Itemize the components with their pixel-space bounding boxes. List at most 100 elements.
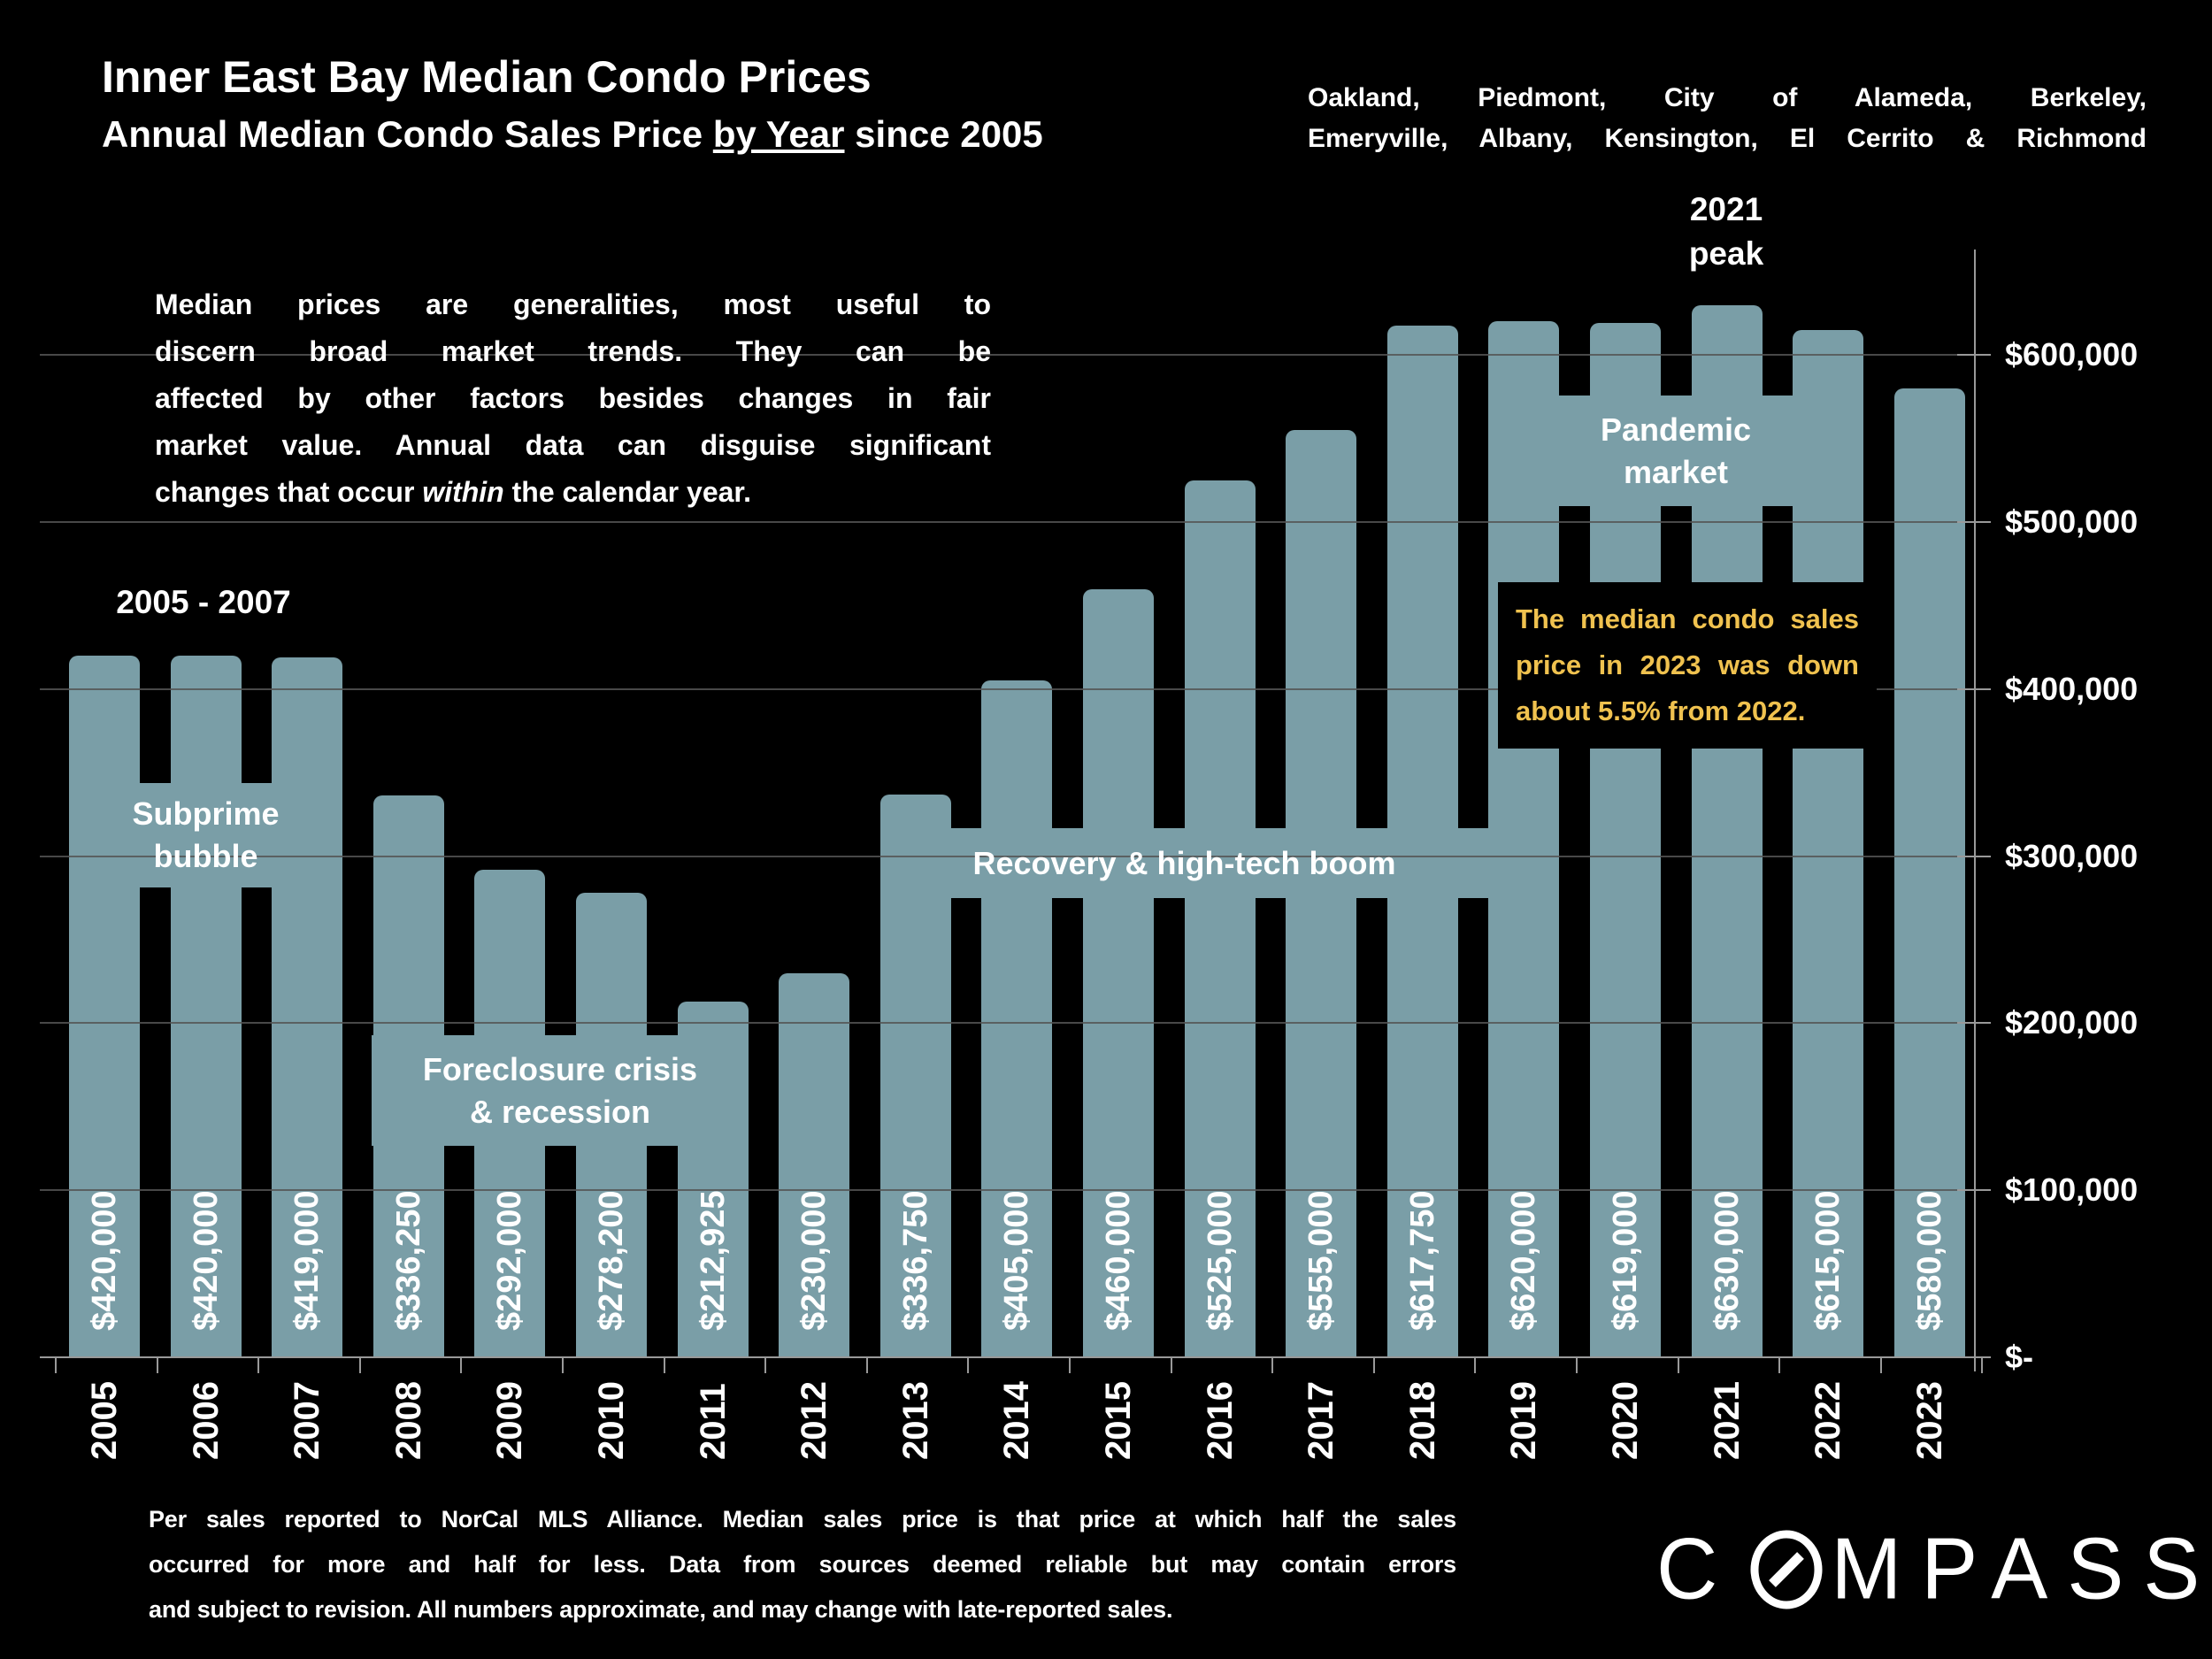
x-axis-tick	[1271, 1357, 1274, 1373]
bar	[1893, 388, 1965, 1357]
annotation-line: market	[1623, 453, 1729, 490]
x-axis-tick	[358, 1357, 361, 1373]
y-axis-label: $400,000	[2005, 670, 2139, 707]
bar	[272, 657, 343, 1357]
x-axis-year-label: 2017	[1302, 1381, 1341, 1460]
callout-line: about 5.5% from 2022.	[1516, 695, 1806, 726]
y-axis-tick	[1957, 354, 1991, 357]
bar	[1184, 480, 1256, 1357]
x-axis-year-label: 2021	[1707, 1381, 1747, 1460]
bar	[69, 656, 140, 1357]
y-axis-tick	[1957, 687, 1991, 690]
subtitle-pre: Annual Median Condo Sales Price	[102, 113, 713, 155]
x-axis-tick	[257, 1357, 260, 1373]
x-axis-tick	[1372, 1357, 1375, 1373]
x-axis-year-label: 2011	[693, 1383, 733, 1460]
gridline	[40, 521, 1975, 523]
annotation-label-foreclosure: Foreclosure crisis & recession	[372, 1035, 749, 1146]
x-axis-year-label: 2018	[1402, 1381, 1442, 1460]
y-axis-label: $200,000	[2005, 1004, 2139, 1041]
callout-line: The median condo sales	[1516, 603, 1859, 634]
y-axis-tick	[1957, 1022, 1991, 1025]
x-axis-tick	[156, 1357, 158, 1373]
x-axis-line	[40, 1356, 1975, 1358]
annotation-label-pandemic: Pandemic market	[1488, 396, 1863, 506]
footer-disclaimer: Per sales reported to NorCal MLS Allianc…	[149, 1497, 1456, 1632]
x-axis-year-label: 2014	[997, 1381, 1037, 1460]
x-axis-tick	[1069, 1357, 1071, 1373]
annotation-label-subprime: Subprime bubble	[69, 783, 342, 887]
x-axis-tick	[562, 1357, 564, 1373]
intro-line: affected by other factors besides change…	[155, 382, 991, 414]
x-axis-tick	[1981, 1357, 1984, 1373]
logo-letters-mpass: MPASS	[1831, 1520, 2212, 1617]
x-axis-year-label: 2010	[592, 1381, 631, 1460]
annotation-line: Foreclosure crisis	[422, 1050, 698, 1087]
intro-line: Median prices are generalities, most use…	[155, 288, 991, 320]
callout-box: The median condo sales price in 2023 was…	[1498, 582, 1877, 749]
x-axis-year-label: 2022	[1809, 1381, 1848, 1460]
x-axis-year-label: 2020	[1606, 1381, 1645, 1460]
x-axis-tick	[1879, 1357, 1882, 1373]
x-axis-tick	[967, 1357, 970, 1373]
x-axis-year-label: 2006	[186, 1381, 226, 1460]
gridline	[40, 687, 1975, 690]
intro-line: market value. Annual data can disguise s…	[155, 429, 991, 461]
footer-line: occurred for more and half for less. Dat…	[149, 1551, 1456, 1578]
y-axis-tick	[1957, 521, 1991, 523]
x-axis-tick	[764, 1357, 767, 1373]
intro-paragraph: Median prices are generalities, most use…	[155, 281, 991, 516]
x-axis-year-label: 2023	[1909, 1381, 1949, 1460]
x-axis-tick	[55, 1357, 57, 1373]
gridline	[40, 1189, 1975, 1192]
x-axis-tick	[1474, 1357, 1477, 1373]
annotation-2021-peak: 2021 peak	[1620, 188, 1832, 276]
annotation-line: & recession	[469, 1093, 651, 1130]
peak-line: 2021	[1689, 191, 1763, 227]
gridline	[40, 855, 1975, 857]
x-axis-tick	[460, 1357, 463, 1373]
annotation-era-label: 2005 - 2007	[116, 584, 291, 620]
bar	[1083, 588, 1154, 1357]
intro-line: discern broad market trends. They can be	[155, 335, 991, 367]
gridline	[40, 354, 1975, 357]
compass-logo: C MPASS	[1656, 1520, 2212, 1617]
page-subtitle: Annual Median Condo Sales Price by Year …	[102, 113, 1043, 156]
x-axis-tick	[1778, 1357, 1781, 1373]
x-axis-tick	[663, 1357, 665, 1373]
annotation-band-recovery	[880, 828, 1488, 898]
annotation-band-foreclosure	[372, 1035, 749, 1146]
y-axis-line	[1974, 250, 1976, 1371]
x-axis-year-label: 2009	[490, 1381, 530, 1460]
region-note: Oakland, Piedmont, City of Alameda, Berk…	[1308, 78, 2147, 159]
x-axis-tick	[1576, 1357, 1578, 1373]
x-axis-year-label: 2007	[288, 1381, 327, 1460]
footer-line: Per sales reported to NorCal MLS Allianc…	[149, 1506, 1456, 1532]
x-axis-year-label: 2013	[895, 1381, 935, 1460]
y-axis-label: $600,000	[2005, 336, 2139, 373]
y-axis-label: $300,000	[2005, 837, 2139, 874]
annotation-line: bubble	[153, 838, 258, 874]
peak-line: peak	[1688, 235, 1764, 272]
region-note-line: Oakland, Piedmont, City of Alameda, Berk…	[1308, 83, 2147, 112]
intro-last-italic: within	[422, 476, 504, 508]
bar	[779, 972, 850, 1357]
annotation-line: Subprime	[132, 795, 280, 832]
footer-line: and subject to revision. All numbers app…	[149, 1596, 1173, 1623]
x-axis-year-label: 2019	[1504, 1381, 1544, 1460]
annotation-band-subprime	[69, 783, 342, 887]
annotation-label-recovery: Recovery & high-tech boom	[880, 828, 1488, 898]
intro-last-pre: changes that occur	[155, 476, 423, 508]
subtitle-post: since 2005	[844, 113, 1043, 155]
callout-line: price in 2023 was down	[1516, 649, 1859, 680]
y-axis-tick	[1957, 855, 1991, 857]
intro-line: changes that occur within the calendar y…	[155, 469, 991, 516]
y-axis-tick	[1957, 1356, 1991, 1358]
intro-last-post: the calendar year.	[503, 476, 751, 508]
y-axis-label: $500,000	[2005, 503, 2139, 540]
x-axis-year-label: 2012	[795, 1381, 834, 1460]
bar	[170, 656, 242, 1357]
y-axis-tick	[1957, 1189, 1991, 1192]
x-axis-tick	[1677, 1357, 1679, 1373]
